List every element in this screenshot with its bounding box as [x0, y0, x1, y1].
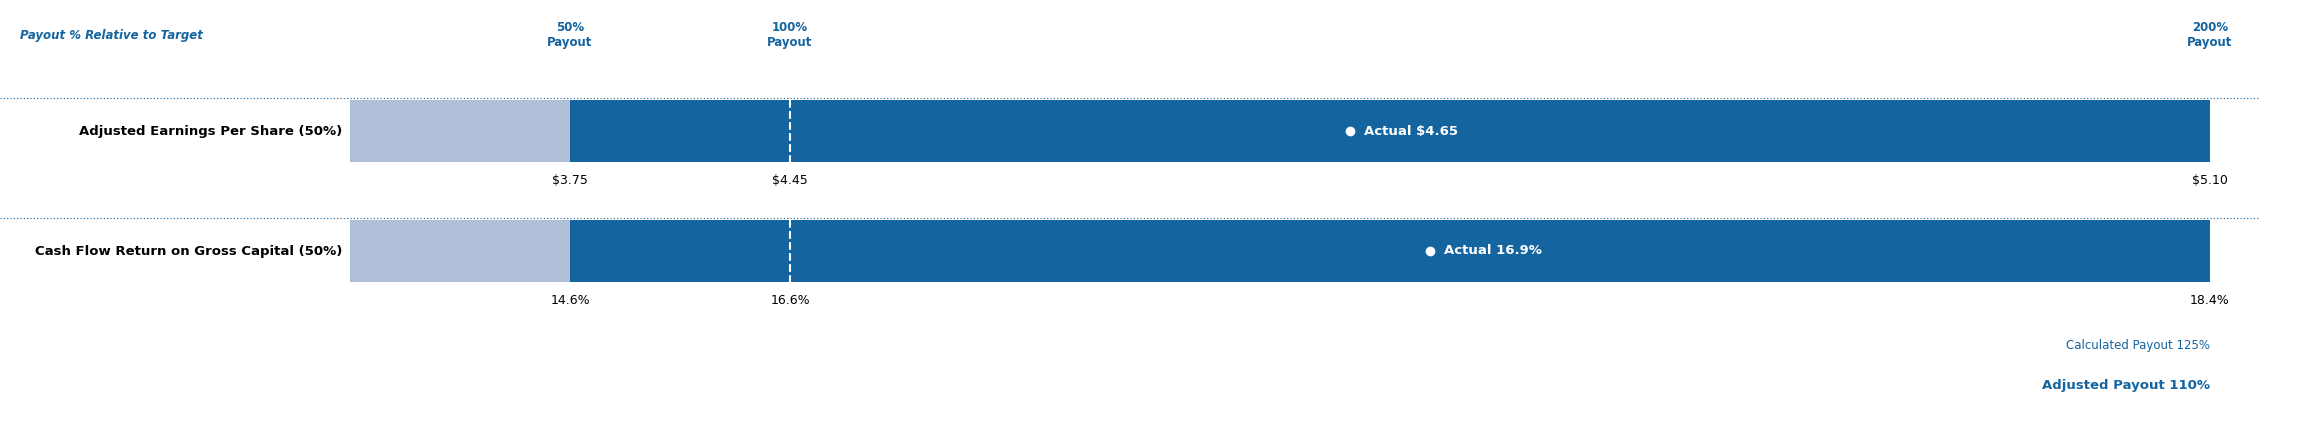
Bar: [570, 220, 2211, 282]
Text: Payout % Relative to Target: Payout % Relative to Target: [21, 29, 203, 42]
Text: 14.6%: 14.6%: [549, 293, 591, 306]
Text: 50%
Payout: 50% Payout: [547, 21, 593, 49]
Text: Adjusted Earnings Per Share (50%): Adjusted Earnings Per Share (50%): [78, 125, 342, 138]
Bar: [570, 100, 2211, 162]
Text: $5.10: $5.10: [2193, 173, 2227, 187]
Text: $4.45: $4.45: [773, 173, 808, 187]
Text: 16.6%: 16.6%: [771, 293, 810, 306]
Text: Actual 16.9%: Actual 16.9%: [1445, 245, 1542, 258]
Text: Adjusted Payout 110%: Adjusted Payout 110%: [2043, 378, 2211, 392]
Text: 200%
Payout: 200% Payout: [2188, 21, 2232, 49]
Text: 18.4%: 18.4%: [2190, 293, 2230, 306]
Bar: [351, 100, 2211, 162]
Text: Calculated Payout 125%: Calculated Payout 125%: [2066, 338, 2211, 352]
Text: 100%
Payout: 100% Payout: [766, 21, 812, 49]
Bar: [351, 220, 2211, 282]
Text: Cash Flow Return on Gross Capital (50%): Cash Flow Return on Gross Capital (50%): [35, 245, 342, 258]
Text: $3.75: $3.75: [552, 173, 589, 187]
Text: Actual $4.65: Actual $4.65: [1364, 125, 1459, 138]
